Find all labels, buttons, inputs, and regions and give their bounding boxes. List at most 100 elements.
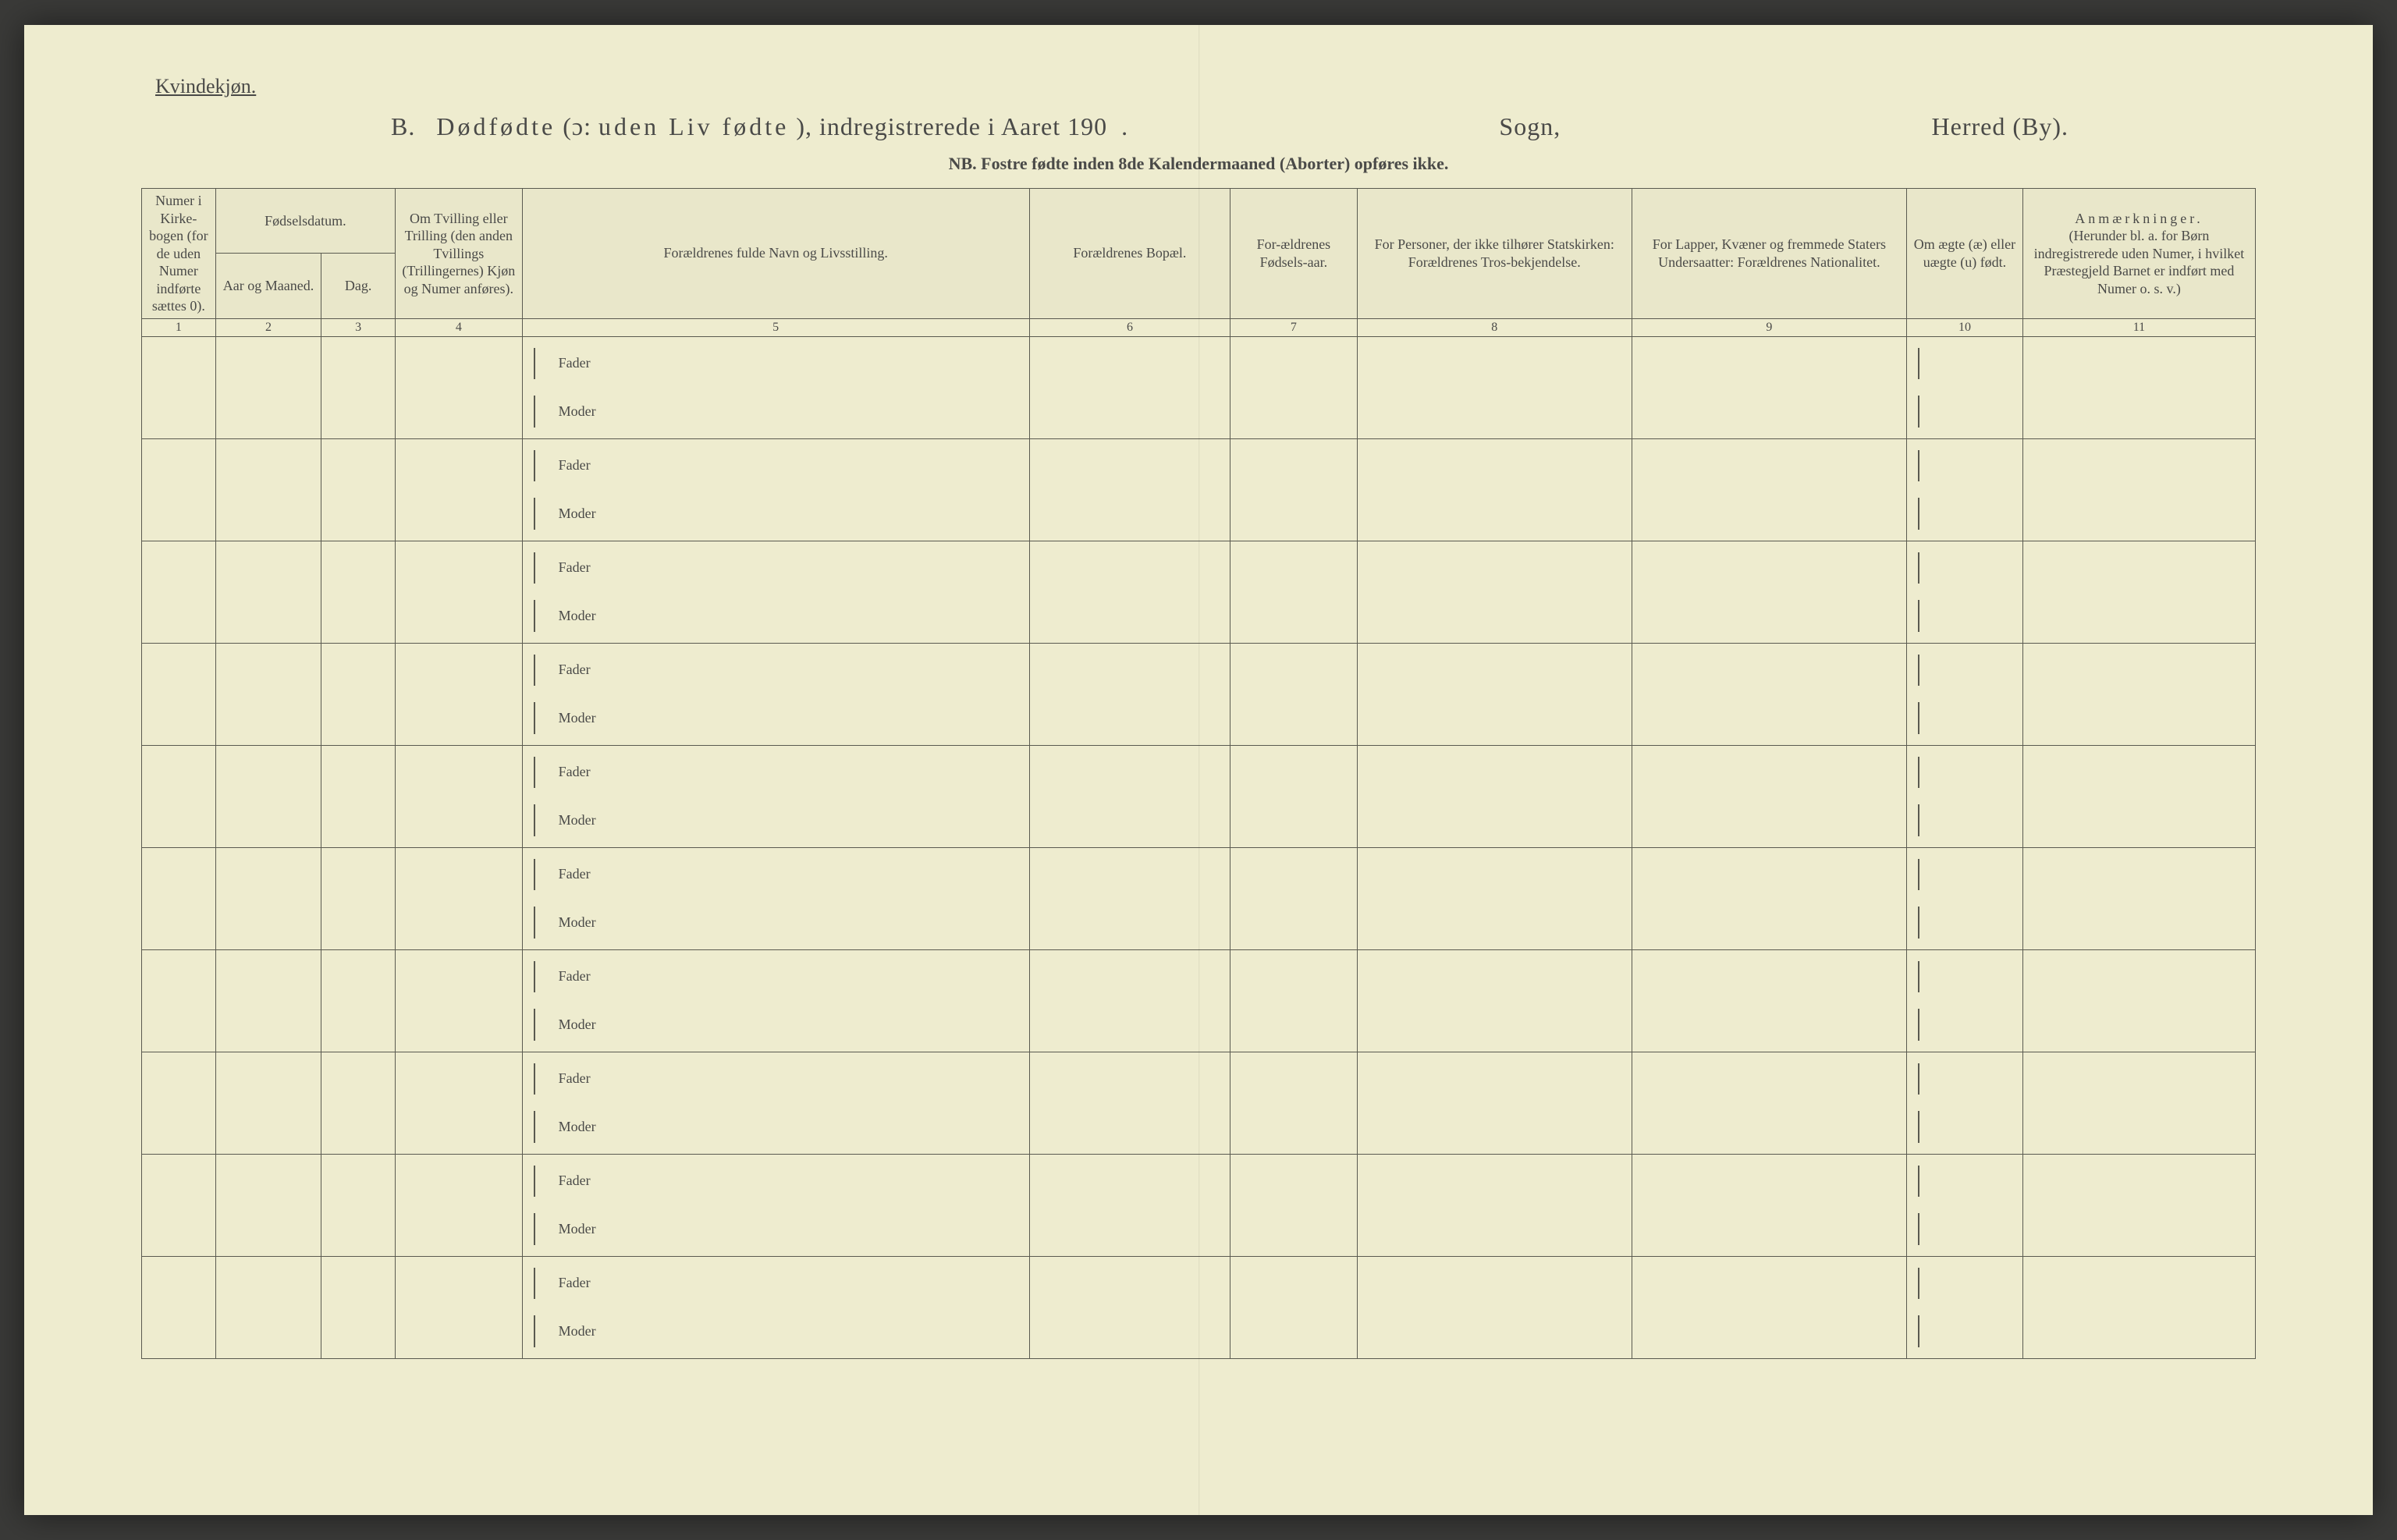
table-cell xyxy=(1230,438,1358,541)
table-cell xyxy=(1906,643,2022,745)
colnum: 9 xyxy=(1632,318,1906,336)
colnum: 1 xyxy=(142,318,216,336)
table-cell xyxy=(1906,1154,2022,1256)
table-cell xyxy=(1230,847,1358,949)
title-prefix: B. xyxy=(391,112,415,140)
table-cell xyxy=(2022,1256,2255,1358)
moder-label: Moder xyxy=(527,387,1024,435)
table-cell xyxy=(1906,438,2022,541)
col-2-group-header: Fødselsdatum. xyxy=(215,189,395,254)
col-6-header: Forældrenes Bopæl. xyxy=(1029,189,1230,319)
table-cell xyxy=(1230,336,1358,438)
table-cell xyxy=(321,643,396,745)
table-cell xyxy=(1906,1256,2022,1358)
table-cell xyxy=(396,745,523,847)
corner-label: Kvindekjøn. xyxy=(155,75,2256,98)
col-11-sub: (Herunder bl. a. for Børn indregistrered… xyxy=(2028,227,2250,297)
table-cell xyxy=(2022,745,2255,847)
moder-bracket xyxy=(1912,591,2018,640)
title-paren-open: (ɔ: xyxy=(563,112,598,140)
table-cell xyxy=(142,1052,216,1154)
moder-label: Moder xyxy=(527,898,1024,946)
column-number-row: 1 2 3 4 5 6 7 8 9 10 11 xyxy=(142,318,2256,336)
moder-bracket xyxy=(1912,898,2018,946)
table-cell xyxy=(1906,949,2022,1052)
col-4-header: Om Tvilling eller Trilling (den anden Tv… xyxy=(396,189,523,319)
table-cell xyxy=(142,643,216,745)
fader-label: Fader xyxy=(527,749,1024,797)
table-cell xyxy=(396,438,523,541)
table-cell xyxy=(1029,949,1230,1052)
table-cell xyxy=(142,949,216,1052)
table-cell xyxy=(396,1256,523,1358)
table-cell xyxy=(2022,1052,2255,1154)
colnum: 6 xyxy=(1029,318,1230,336)
table-cell xyxy=(2022,949,2255,1052)
table-cell: FaderModer xyxy=(522,438,1029,541)
table-cell xyxy=(1357,541,1632,643)
col-2a-header: Aar og Maaned. xyxy=(215,254,321,318)
col-2b-header: Dag. xyxy=(321,254,396,318)
table-cell xyxy=(1029,336,1230,438)
table-cell xyxy=(321,847,396,949)
table-cell xyxy=(2022,541,2255,643)
table-cell xyxy=(215,745,321,847)
table-cell xyxy=(2022,336,2255,438)
fader-bracket xyxy=(1912,442,2018,490)
table-cell xyxy=(1632,949,1906,1052)
table-cell xyxy=(1632,1052,1906,1154)
colnum: 2 xyxy=(215,318,321,336)
moder-bracket xyxy=(1912,1307,2018,1355)
table-cell xyxy=(142,438,216,541)
table-cell xyxy=(321,1256,396,1358)
table-cell xyxy=(1029,1256,1230,1358)
moder-label: Moder xyxy=(527,1307,1024,1355)
moder-label: Moder xyxy=(527,591,1024,640)
table-cell xyxy=(215,1154,321,1256)
document-page: Kvindekjøn. B. Dødfødte (ɔ: uden Liv fød… xyxy=(24,25,2373,1515)
table-cell xyxy=(1906,745,2022,847)
table-cell: FaderModer xyxy=(522,745,1029,847)
table-cell xyxy=(1029,745,1230,847)
table-cell xyxy=(1029,438,1230,541)
table-cell xyxy=(1029,1154,1230,1256)
table-cell xyxy=(215,1256,321,1358)
table-row: FaderModer xyxy=(142,643,2256,745)
table-cell: FaderModer xyxy=(522,1154,1029,1256)
fader-label: Fader xyxy=(527,647,1024,694)
table-cell xyxy=(142,541,216,643)
table-cell xyxy=(1906,1052,2022,1154)
col-9-header: For Lapper, Kvæner og fremmede Staters U… xyxy=(1632,189,1906,319)
table-body: FaderModerFaderModerFaderModerFaderModer… xyxy=(142,336,2256,1358)
colnum: 4 xyxy=(396,318,523,336)
colnum: 3 xyxy=(321,318,396,336)
title-spaced-b: uden Liv fødte xyxy=(598,112,789,140)
table-cell xyxy=(1357,438,1632,541)
table-row: FaderModer xyxy=(142,847,2256,949)
table-cell xyxy=(215,541,321,643)
table-cell: FaderModer xyxy=(522,1052,1029,1154)
table-cell xyxy=(1230,1052,1358,1154)
moder-label: Moder xyxy=(527,489,1024,538)
col-8-header: For Personer, der ikke tilhører Statskir… xyxy=(1357,189,1632,319)
moder-label: Moder xyxy=(527,1000,1024,1049)
table-cell xyxy=(1357,643,1632,745)
table-row: FaderModer xyxy=(142,745,2256,847)
table-row: FaderModer xyxy=(142,438,2256,541)
table-row: FaderModer xyxy=(142,336,2256,438)
table-cell xyxy=(2022,438,2255,541)
table-cell xyxy=(1029,643,1230,745)
fader-label: Fader xyxy=(527,1158,1024,1205)
col-1-header: Numer i Kirke-bogen (for de uden Numer i… xyxy=(142,189,216,319)
col-5-header: Forældrenes fulde Navn og Livsstilling. xyxy=(522,189,1029,319)
table-cell xyxy=(1357,949,1632,1052)
table-head: Numer i Kirke-bogen (for de uden Numer i… xyxy=(142,189,2256,337)
col-11-header: Anmærkninger. (Herunder bl. a. for Børn … xyxy=(2022,189,2255,319)
table-cell xyxy=(1357,1154,1632,1256)
colnum: 5 xyxy=(522,318,1029,336)
fader-label: Fader xyxy=(527,953,1024,1001)
moder-bracket xyxy=(1912,796,2018,844)
table-cell xyxy=(215,847,321,949)
moder-bracket xyxy=(1912,387,2018,435)
fader-label: Fader xyxy=(527,1260,1024,1308)
